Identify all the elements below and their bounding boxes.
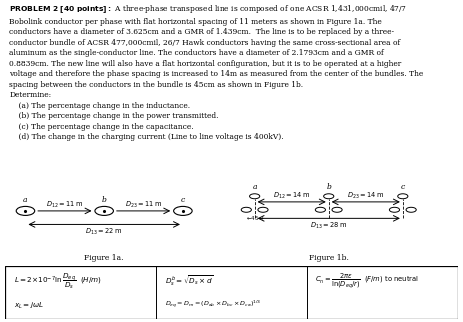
Text: $D_{13}=22\ \mathrm{m}$: $D_{13}=22\ \mathrm{m}$: [85, 227, 123, 237]
Text: $\mathbf{PROBLEM\ 2\ [40\ points]:}$ A three-phase transposed line is composed o: $\mathbf{PROBLEM\ 2\ [40\ points]:}$ A t…: [9, 3, 424, 141]
Text: c: c: [181, 196, 185, 204]
Text: $D_{12}=14\ \mathrm{m}$: $D_{12}=14\ \mathrm{m}$: [273, 191, 311, 201]
Text: $\leftarrow\!45\!\rightarrow$: $\leftarrow\!45\!\rightarrow$: [245, 214, 264, 222]
Text: $D_{23}=14\ \mathrm{m}$: $D_{23}=14\ \mathrm{m}$: [347, 191, 385, 201]
FancyBboxPatch shape: [5, 266, 458, 319]
Text: Figure 1a.: Figure 1a.: [84, 254, 124, 261]
Text: $C_n = \dfrac{2\pi\varepsilon}{\ln(D_{eq}/r)}\ \ (F/m)\ \mathrm{to\ neutral}$: $C_n = \dfrac{2\pi\varepsilon}{\ln(D_{eq…: [315, 272, 419, 291]
Text: b: b: [326, 183, 331, 191]
Text: c: c: [400, 183, 405, 191]
Text: $D_s^b = \sqrt{D_s \times d}$: $D_s^b = \sqrt{D_s \times d}$: [165, 273, 214, 288]
Text: a: a: [23, 196, 28, 204]
Text: $D_{12}=11\ \mathrm{m}$: $D_{12}=11\ \mathrm{m}$: [46, 200, 84, 210]
Text: $x_L = j\omega L$: $x_L = j\omega L$: [14, 300, 44, 311]
Text: $D_{23}=11\ \mathrm{m}$: $D_{23}=11\ \mathrm{m}$: [125, 200, 163, 210]
Text: b: b: [102, 196, 106, 204]
Text: a: a: [252, 183, 257, 191]
Text: $D_{13}=28\ \mathrm{m}$: $D_{13}=28\ \mathrm{m}$: [310, 221, 348, 231]
Text: $L = 2{\times}10^{-7}\ln\dfrac{D_{eq}}{D_s}\ \ (H/m)$: $L = 2{\times}10^{-7}\ln\dfrac{D_{eq}}{D…: [14, 272, 102, 291]
Text: $D_{eq} = D_m = (D_{ab} \times D_{bc} \times D_{ca})^{1/3}$: $D_{eq} = D_m = (D_{ab} \times D_{bc} \t…: [165, 298, 262, 310]
Text: Figure 1b.: Figure 1b.: [309, 254, 349, 261]
